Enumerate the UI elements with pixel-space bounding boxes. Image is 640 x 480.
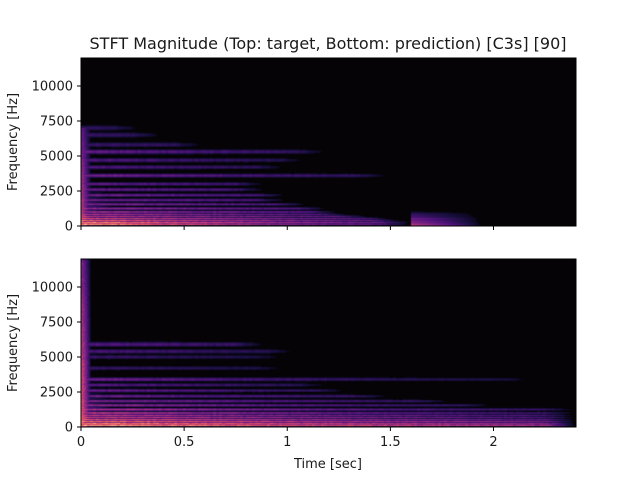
y-tick-label: 5000 [40, 150, 73, 165]
y-tick-label: 2500 [40, 386, 73, 401]
panel-target-y-label: Frequency [Hz] [6, 93, 21, 191]
x-tick-label: 0.5 [174, 435, 195, 450]
x-tick-label: 1.5 [380, 435, 401, 450]
chart-title: STFT Magnitude (Top: target, Bottom: pre… [90, 34, 567, 53]
y-tick-label: 2500 [40, 185, 73, 200]
panel-prediction-y-axis: 0 2500 5000 7500 10000 [32, 281, 81, 436]
y-tick-label: 0 [65, 421, 73, 436]
panel-target-frame [80, 57, 577, 227]
panel-target-heatmap [81, 58, 576, 226]
y-tick-label: 5000 [40, 351, 73, 366]
panel-target-y-axis: 0 2500 5000 7500 10000 [32, 80, 81, 235]
panel-prediction-heatmap [81, 259, 576, 427]
panel-prediction-y-label: Frequency [Hz] [6, 294, 21, 392]
panel-prediction-frame [80, 258, 577, 428]
y-tick-label: 7500 [40, 316, 73, 331]
y-tick-label: 7500 [40, 115, 73, 130]
panel-target: 0 2500 5000 7500 10000 Frequency [Hz] [6, 57, 577, 235]
x-axis-label: Time [sec] [293, 457, 362, 472]
y-tick-label: 10000 [32, 281, 73, 296]
panel-target-x-axis [80, 226, 494, 230]
y-tick-label: 10000 [32, 80, 73, 95]
y-tick-label: 0 [65, 220, 73, 235]
panel-prediction: 0 2500 5000 7500 10000 0 0.5 1 1.5 2 Frequency [… [6, 258, 577, 450]
panel-prediction-x-axis: 0 0.5 1 1.5 2 [77, 427, 498, 450]
x-tick-label: 1 [283, 435, 291, 450]
x-tick-label: 0 [77, 435, 85, 450]
x-tick-label: 2 [489, 435, 497, 450]
